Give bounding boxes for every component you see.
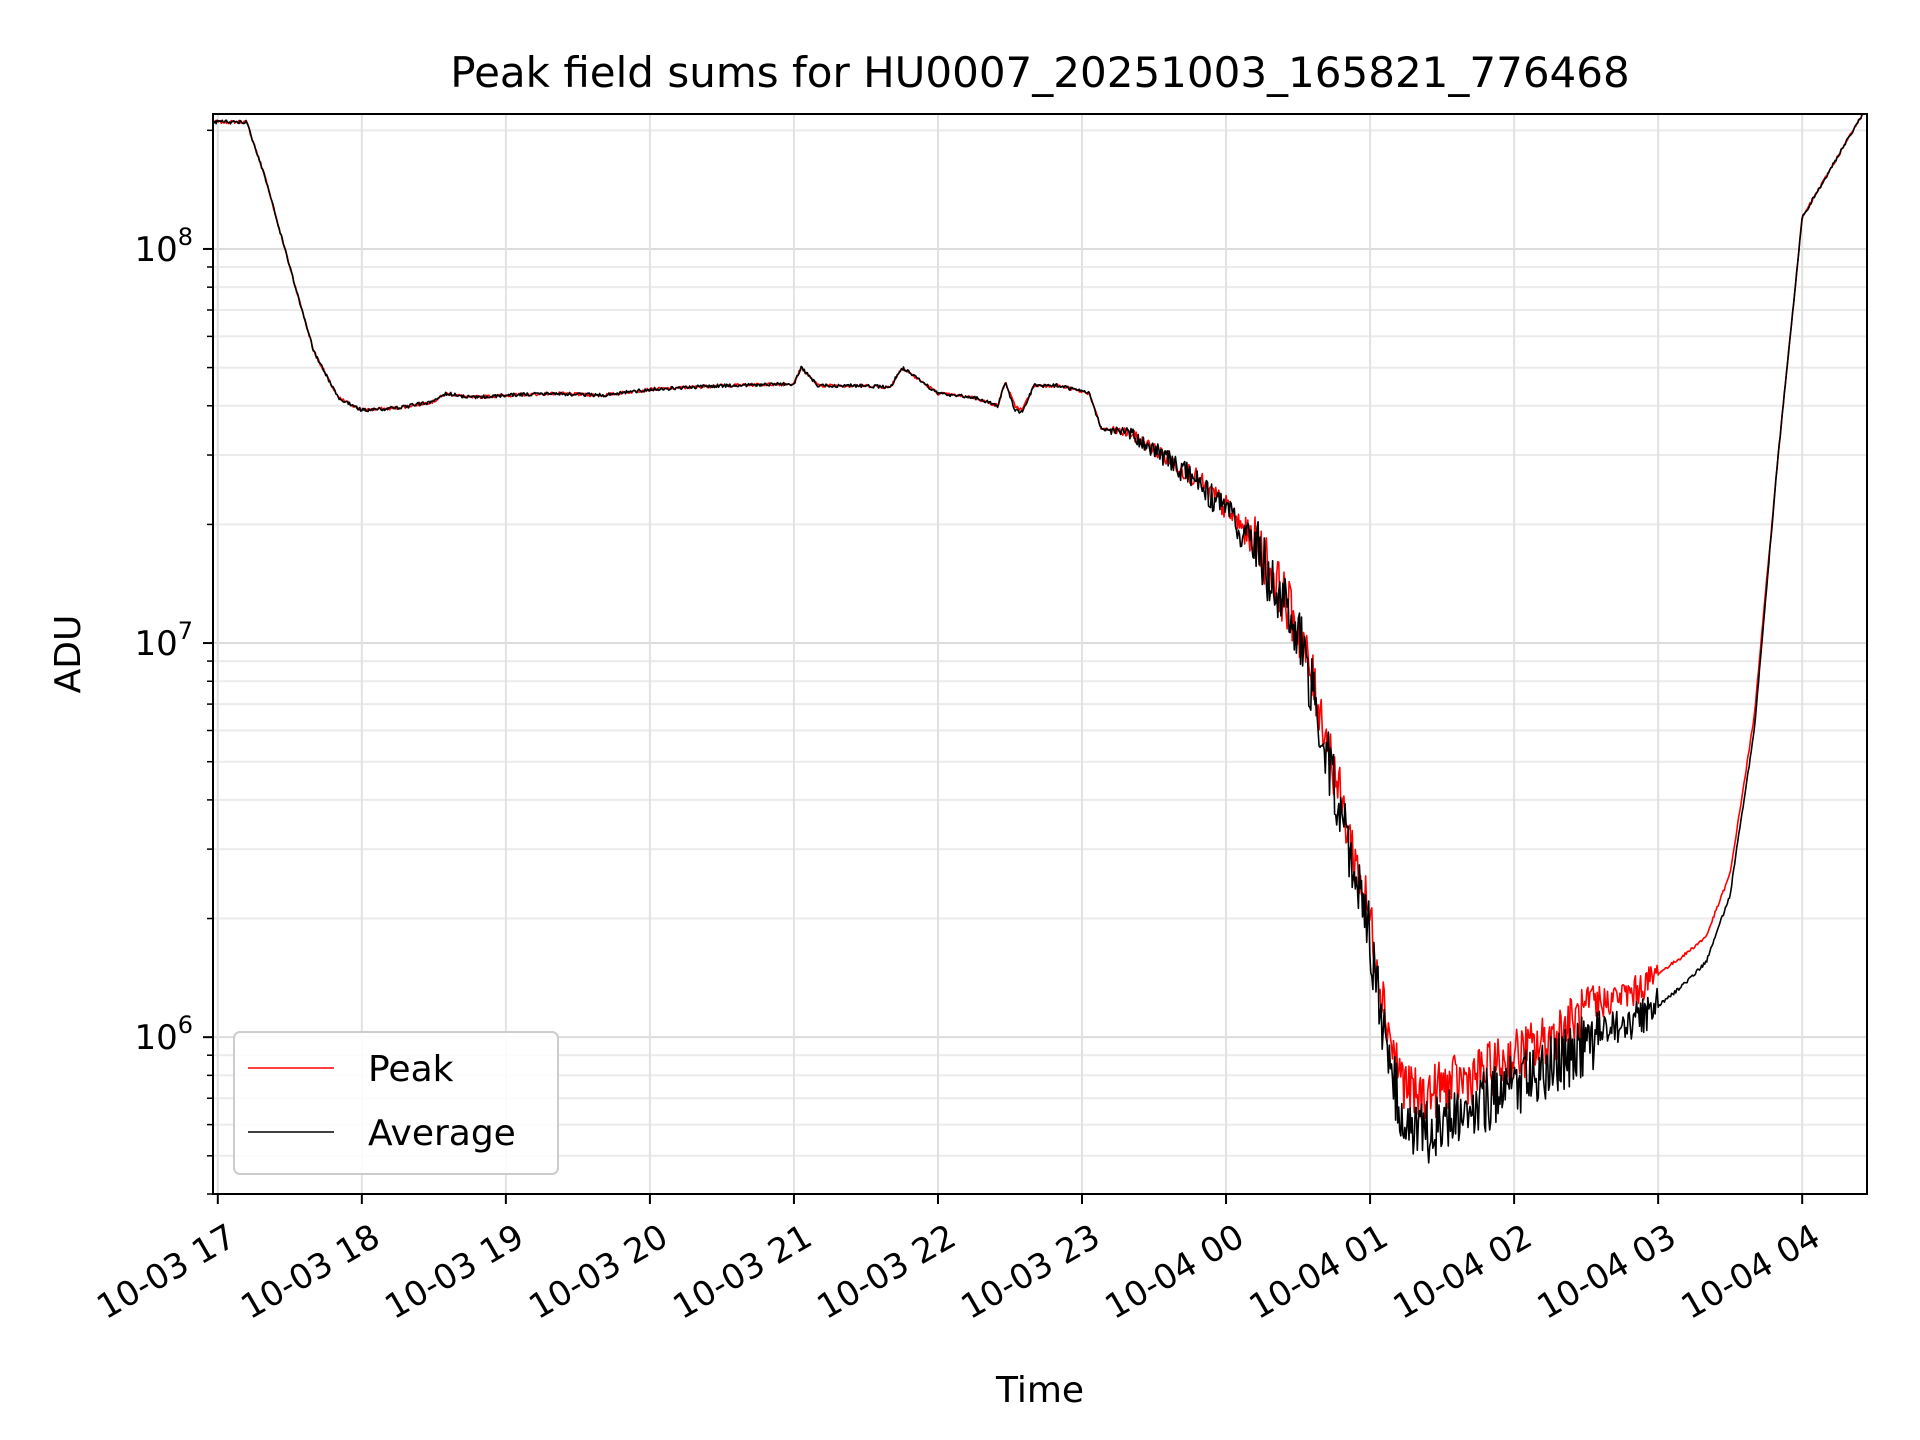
y-tick-label: 108 — [134, 223, 193, 270]
x-axis-label: Time — [995, 1370, 1084, 1411]
plot-frame — [212, 113, 1868, 1195]
y-tick-label: 107 — [134, 617, 193, 664]
chart-title: Peak field sums for HU0007_20251003_1658… — [450, 48, 1629, 97]
series-line-average — [213, 114, 1864, 1164]
legend-label-peak: Peak — [368, 1049, 454, 1090]
series-layer — [213, 114, 1864, 1164]
legend-label-average: Average — [368, 1113, 516, 1154]
y-axis-label: ADU — [48, 615, 89, 694]
y-tick-label: 106 — [134, 1011, 193, 1058]
y-axis-ticks: 106 107 108 — [134, 129, 213, 1195]
legend: Peak Average — [233, 1031, 559, 1175]
